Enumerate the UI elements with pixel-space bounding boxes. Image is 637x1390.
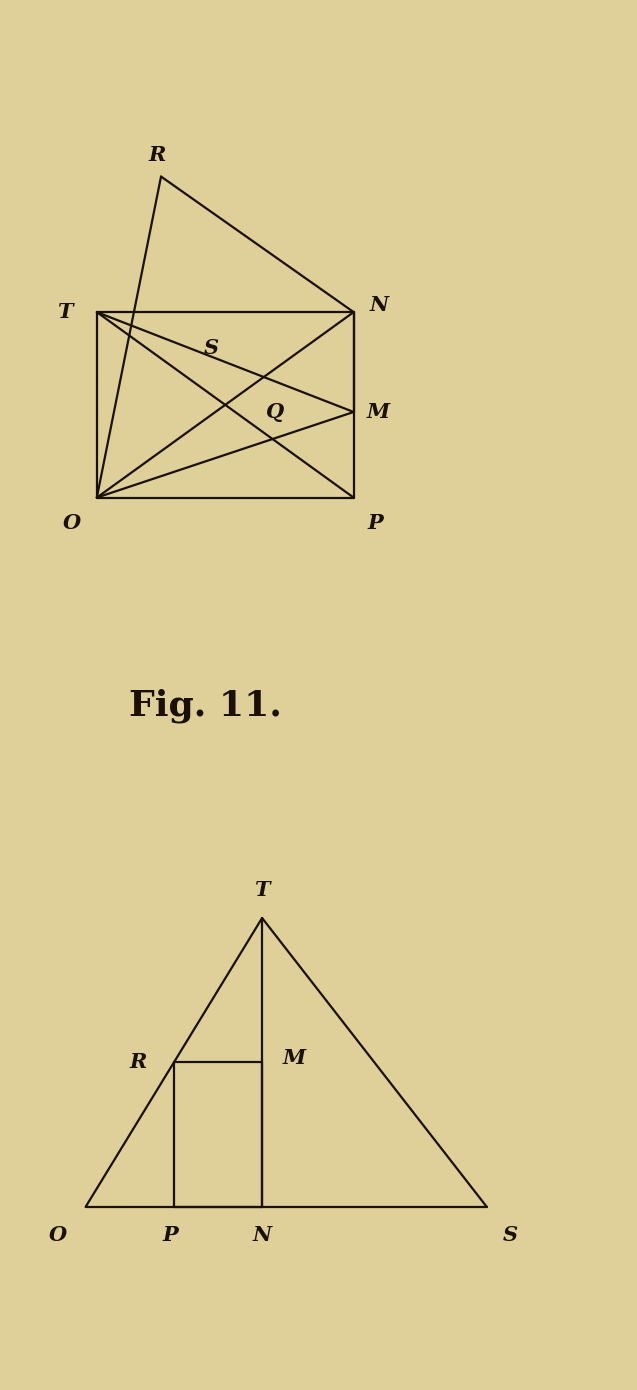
Text: S: S bbox=[503, 1225, 519, 1245]
Text: T: T bbox=[57, 302, 73, 322]
Text: Q: Q bbox=[266, 402, 284, 423]
Text: M: M bbox=[283, 1048, 306, 1069]
Text: S: S bbox=[203, 338, 218, 357]
Text: T: T bbox=[254, 880, 270, 899]
Text: O: O bbox=[63, 513, 81, 532]
Text: N: N bbox=[369, 295, 388, 316]
Text: R: R bbox=[129, 1052, 147, 1073]
Text: O: O bbox=[48, 1225, 67, 1245]
Text: Fig. 11.: Fig. 11. bbox=[129, 688, 282, 723]
Text: P: P bbox=[367, 513, 383, 532]
Text: N: N bbox=[252, 1225, 271, 1245]
Text: M: M bbox=[367, 402, 390, 423]
Text: P: P bbox=[162, 1225, 178, 1245]
Text: R: R bbox=[149, 145, 166, 165]
